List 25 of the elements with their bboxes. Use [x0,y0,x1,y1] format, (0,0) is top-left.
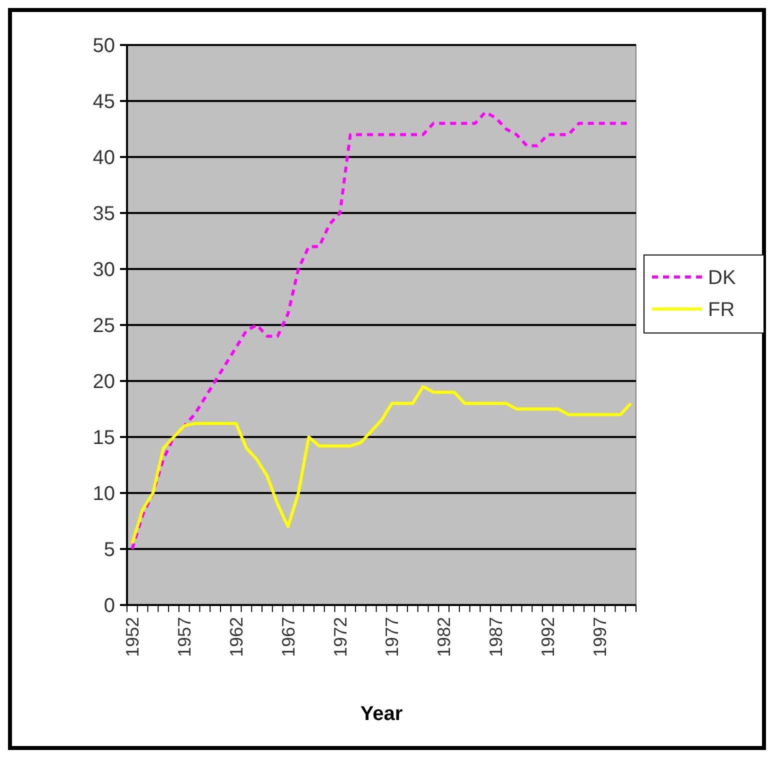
x-tick-label: 1962 [226,617,246,658]
y-tick-label: 15 [92,427,115,449]
y-tick-label: 25 [92,315,115,337]
y-tick-label: 45 [92,91,115,113]
x-tick-label: 1972 [330,617,350,658]
legend-label: DK [708,267,736,289]
x-tick-label: 1967 [278,617,298,658]
x-tick-label: 1997 [590,617,610,658]
x-tick-label: 1952 [122,617,142,658]
x-tick-label: 1957 [174,617,194,658]
y-tick-label: 10 [92,483,115,505]
y-tick-label: 30 [92,259,115,281]
y-tick-label: 40 [92,147,115,169]
x-tick-label: 1977 [382,617,402,658]
y-tick-label: 50 [92,35,115,57]
legend-label: FR [708,299,735,321]
x-tick-label: 1992 [538,617,558,658]
y-tick-label: 5 [104,539,115,561]
x-axis-title: Year [360,703,403,725]
line-series [130,385,632,545]
y-tick-label: 20 [92,371,115,393]
x-tick-label: 1987 [486,617,506,658]
y-tick-label: 35 [92,203,115,225]
x-tick-label: 1982 [434,617,454,658]
y-tick-label: 0 [104,595,115,617]
